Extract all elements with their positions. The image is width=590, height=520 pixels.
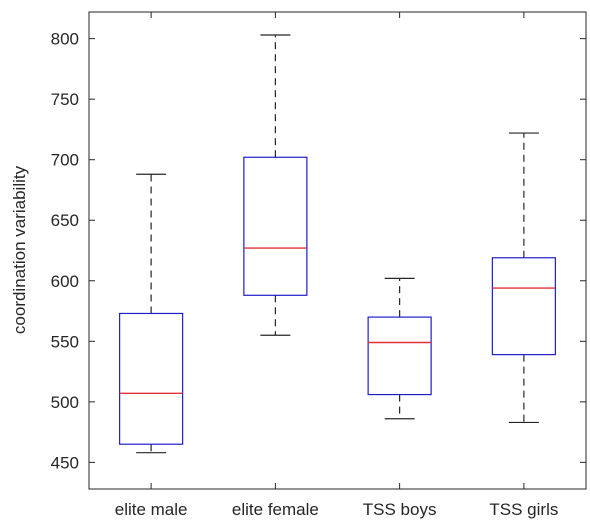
box-layer — [119, 34, 556, 454]
x-tick-label: elite male — [115, 500, 188, 519]
x-tick-label: elite female — [232, 500, 319, 519]
x-tick-label: TSS girls — [489, 500, 558, 519]
y-tick-label: 500 — [51, 393, 79, 412]
iqr-box — [491, 257, 556, 356]
tick-layer: 450 500 550 600 650 700 750 800 elite male elite … — [51, 12, 586, 519]
box-group — [119, 173, 184, 454]
y-tick-label: 750 — [51, 90, 79, 109]
iqr-box — [243, 156, 308, 296]
box-group — [367, 277, 432, 420]
y-tick-label: 450 — [51, 453, 79, 472]
y-tick-label: 600 — [51, 272, 79, 291]
y-tick-label: 700 — [51, 151, 79, 170]
y-axis-label: coordination variability — [10, 165, 29, 334]
iqr-box — [119, 312, 184, 445]
plot-frame — [88, 11, 587, 490]
y-tick-label: 800 — [51, 30, 79, 49]
y-tick-label: 550 — [51, 332, 79, 351]
iqr-box — [367, 316, 432, 396]
x-tick-label: TSS boys — [363, 500, 437, 519]
plot-background — [89, 12, 586, 489]
box-group — [243, 34, 308, 336]
box-group — [491, 132, 556, 424]
y-tick-label: 650 — [51, 211, 79, 230]
